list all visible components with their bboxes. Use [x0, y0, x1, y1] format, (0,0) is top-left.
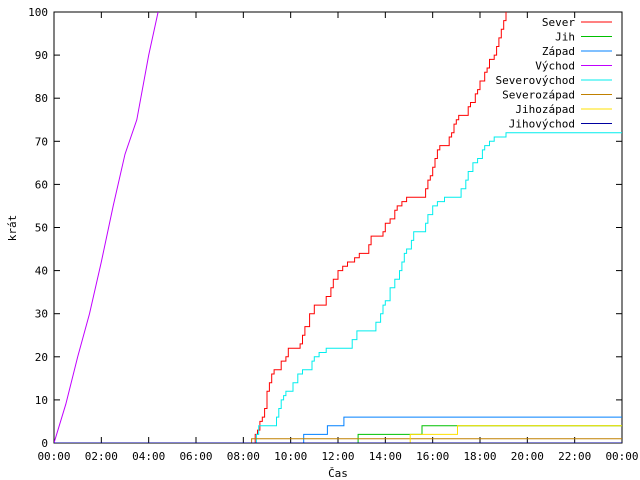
y-tick-label: 50 — [35, 222, 48, 235]
x-tick-label: 00:00 — [605, 450, 638, 463]
legend-label: Severozápad — [502, 89, 575, 102]
y-axis-label: krát — [6, 215, 19, 242]
series-line-6 — [54, 425, 622, 443]
legend-label: Jihozápad — [515, 103, 575, 116]
x-tick-label: 06:00 — [179, 450, 212, 463]
y-tick-label: 20 — [35, 351, 48, 364]
legend-label: Sever — [542, 16, 575, 29]
legend-label: Západ — [542, 45, 575, 58]
x-tick-label: 12:00 — [321, 450, 354, 463]
x-tick-label: 14:00 — [369, 450, 402, 463]
y-tick-label: 10 — [35, 394, 48, 407]
y-tick-label: 70 — [35, 135, 48, 148]
legend-label: Severovýchod — [496, 74, 575, 87]
legend-label: Východ — [535, 60, 575, 73]
y-tick-label: 30 — [35, 308, 48, 321]
legend-label: Jihovýchod — [509, 118, 575, 131]
axis-ticks — [53, 11, 623, 444]
series-line-3 — [54, 12, 159, 443]
x-tick-label: 22:00 — [558, 450, 591, 463]
y-tick-label: 90 — [35, 49, 48, 62]
x-tick-label: 16:00 — [416, 450, 449, 463]
y-tick-label: 80 — [35, 92, 48, 105]
series-line-1 — [54, 425, 622, 443]
y-tick-label: 0 — [41, 437, 48, 450]
y-tick-label: 100 — [28, 6, 48, 19]
x-tick-label: 10:00 — [274, 450, 307, 463]
series-line-5 — [54, 438, 622, 443]
x-tick-label: 20:00 — [511, 450, 544, 463]
x-tick-label: 08:00 — [227, 450, 260, 463]
series-line-4 — [54, 132, 622, 443]
legend-label: Jih — [555, 31, 575, 44]
series-line-0 — [54, 12, 507, 443]
x-axis-label: Čas — [328, 467, 348, 480]
x-tick-label: 04:00 — [132, 450, 165, 463]
y-tick-label: 60 — [35, 178, 48, 191]
series-line-2 — [54, 416, 622, 443]
x-tick-label: 00:00 — [37, 450, 70, 463]
y-tick-label: 40 — [35, 265, 48, 278]
x-tick-label: 02:00 — [85, 450, 118, 463]
x-tick-label: 18:00 — [463, 450, 496, 463]
series-lines — [54, 12, 622, 443]
tick-labels: 00:00 02:00 04:00 06:00 08:00 10:00 12:00 14:00… — [28, 6, 638, 463]
